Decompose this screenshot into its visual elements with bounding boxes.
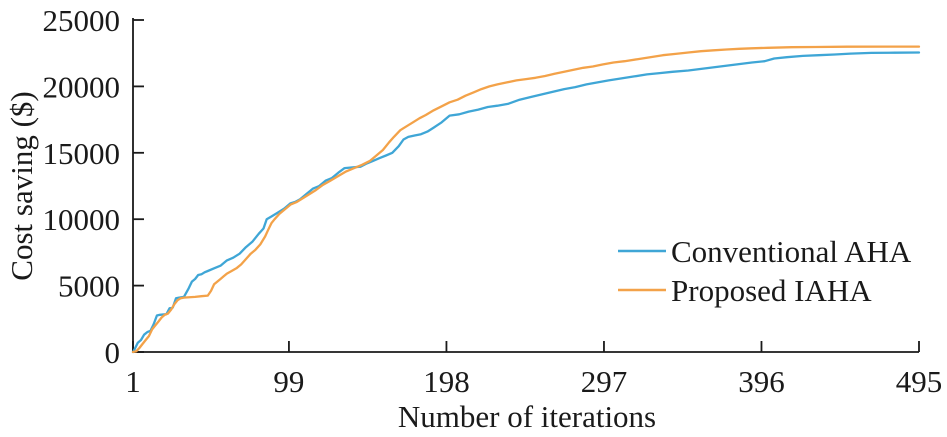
x-tick-label-1: 1 <box>125 364 141 399</box>
y-tick-label-20000: 20000 <box>43 69 121 104</box>
x-tick-label-297: 297 <box>581 364 628 399</box>
y-axis-label: Cost saving ($) <box>4 91 39 280</box>
x-tick-label-198: 198 <box>423 364 470 399</box>
legend: Conventional AHA Proposed IAHA <box>618 234 912 308</box>
x-tick-label-99: 99 <box>273 364 304 399</box>
legend-label-conventional-aha: Conventional AHA <box>671 234 912 269</box>
series-line-proposed-iaha <box>131 45 921 354</box>
y-tick-label-5000: 5000 <box>58 269 120 304</box>
x-tick-label-396: 396 <box>738 364 785 399</box>
y-tick-label-0: 0 <box>105 335 121 370</box>
y-tick-label-25000: 25000 <box>43 3 121 38</box>
x-axis-label: Number of iterations <box>398 399 656 434</box>
y-tick-label-15000: 15000 <box>43 136 121 171</box>
plot-area: 1 99 198 297 396 495 0 5000 10000 15000 20000 25000 <box>43 3 943 399</box>
x-tick-label-495: 495 <box>896 364 943 399</box>
legend-label-proposed-iaha: Proposed IAHA <box>671 273 872 308</box>
y-tick-label-10000: 10000 <box>43 202 121 237</box>
